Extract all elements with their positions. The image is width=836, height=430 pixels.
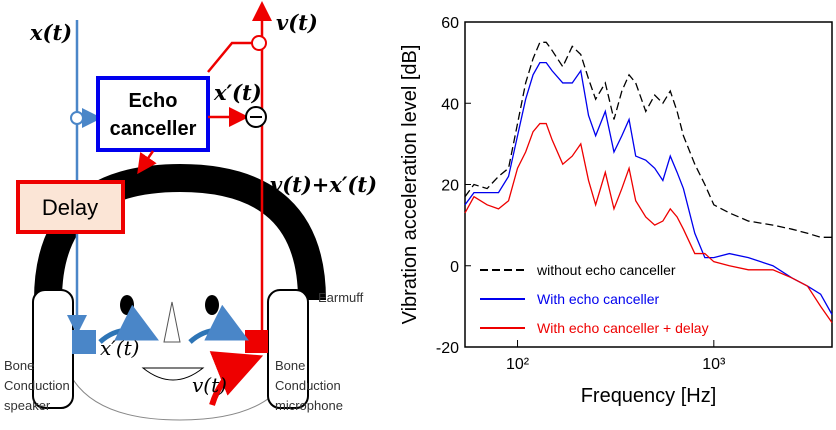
feedback-line [207, 41, 252, 73]
vibration-arrow [98, 304, 159, 344]
diagram: x(t) v(t) x′(t) v(t)+x′(t) Echo cancelle… [4, 1, 377, 421]
legend-label: With echo canceller [537, 291, 660, 307]
eye [120, 295, 134, 315]
label: x′(t) [213, 80, 262, 105]
headband [34, 163, 326, 301]
x-tick-label: 10² [506, 356, 530, 373]
label: v(t) [192, 373, 227, 397]
label: Conduction [275, 378, 341, 393]
label: Conduction [4, 378, 70, 393]
label: v(t)+x′(t) [270, 172, 377, 197]
series-line [464, 41, 832, 238]
microphone [245, 330, 268, 353]
nose [163, 301, 181, 343]
chart: -20 0 20 40 60 10² 10³ Frequency [Hz] Vibration … [399, 15, 833, 407]
vibration-arrow [188, 304, 249, 344]
echo-canceller-box [96, 76, 210, 152]
legend-label: With echo canceller + delay [537, 320, 709, 336]
label: Delay [42, 195, 98, 220]
label: canceller [110, 118, 197, 140]
label: Echo [129, 90, 178, 112]
x-tick-label: 10³ [702, 356, 726, 373]
delay-box [16, 180, 125, 234]
mouth [141, 367, 205, 381]
label: x(t) [29, 20, 72, 45]
y-tick-label: -20 [436, 340, 459, 357]
label: v(t) [276, 10, 318, 35]
label: Earmuff [318, 290, 364, 305]
label: x′(t) [100, 336, 139, 360]
label: microphone [275, 398, 343, 413]
series-line [464, 61, 833, 315]
label: Bone [4, 358, 34, 373]
legend-label: without echo canceller [536, 262, 676, 278]
junction [70, 111, 84, 125]
y-tick-label: 60 [441, 15, 459, 32]
label: Bone [275, 358, 305, 373]
y-tick-label: 40 [441, 96, 459, 113]
y-tick-label: 20 [441, 178, 459, 195]
speaker [72, 330, 96, 354]
eye [205, 295, 219, 315]
arrow [137, 150, 157, 175]
y-tick-label: 0 [450, 259, 459, 276]
x-axis-label: Frequency [Hz] [581, 385, 717, 407]
y-axis-label: Vibration acceleration level [dB] [399, 45, 421, 325]
junction [251, 35, 267, 51]
label: speaker [4, 398, 51, 413]
series-line [464, 122, 833, 323]
voice-arrow [209, 351, 264, 406]
